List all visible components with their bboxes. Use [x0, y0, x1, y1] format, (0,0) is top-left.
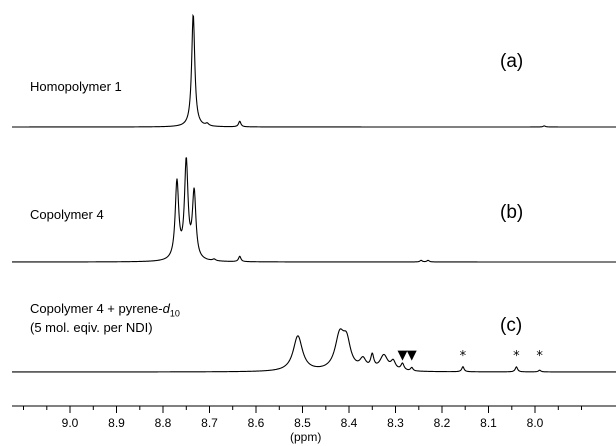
spectrum-trace-1	[12, 13, 616, 128]
x-tick-label: 9.0	[62, 416, 79, 430]
x-tick-label: 8.7	[201, 416, 218, 430]
x-tick-label: 8.6	[248, 416, 265, 430]
panel-b-label: Copolymer 4	[30, 207, 104, 222]
spectrum-trace-2	[12, 157, 616, 263]
peak-marker-4: *	[513, 349, 520, 364]
panel-a-tag: (a)	[500, 51, 524, 72]
peak-marker-2: ▼	[407, 348, 417, 363]
peak-marker-5: *	[536, 349, 543, 364]
panel-c-label-line2: (5 mol. eqiv. per NDI)	[30, 320, 153, 335]
panel-c-label-text: Copolymer 4 + pyrene-	[30, 301, 163, 316]
spectrum-trace-3	[12, 328, 616, 373]
x-axis: 9.0 8.9 8.8 8.7 8.6 8.5 8.4 8.3 8.2 8.1 8.0	[12, 405, 616, 430]
spectra-traces	[12, 13, 616, 373]
x-tick-label: 8.8	[155, 416, 172, 430]
panel-c-label-subscript: 10	[169, 308, 180, 319]
peak-marker-3: *	[460, 349, 467, 364]
panel-a-label: Homopolymer 1	[30, 79, 122, 94]
panel-c-tag: (c)	[500, 315, 523, 336]
x-tick-label: 8.0	[527, 416, 544, 430]
x-tick-label: 8.1	[480, 416, 497, 430]
panel-c-label-line1: Copolymer 4 + pyrene-d10	[30, 301, 180, 322]
panel-b-tag: (b)	[500, 202, 524, 223]
x-tick-label: 8.3	[387, 416, 404, 430]
x-tick-label: 8.2	[434, 416, 451, 430]
peak-marker-1: ▼	[398, 348, 408, 363]
panel-c-label-italic: d	[162, 301, 170, 316]
x-axis-title: (ppm)	[290, 430, 322, 444]
peak-markers: ▼ ▼ * * *	[398, 348, 544, 364]
x-tick-label: 8.5	[294, 416, 311, 430]
x-tick-label: 8.9	[108, 416, 125, 430]
x-tick-label: 8.4	[341, 416, 358, 430]
